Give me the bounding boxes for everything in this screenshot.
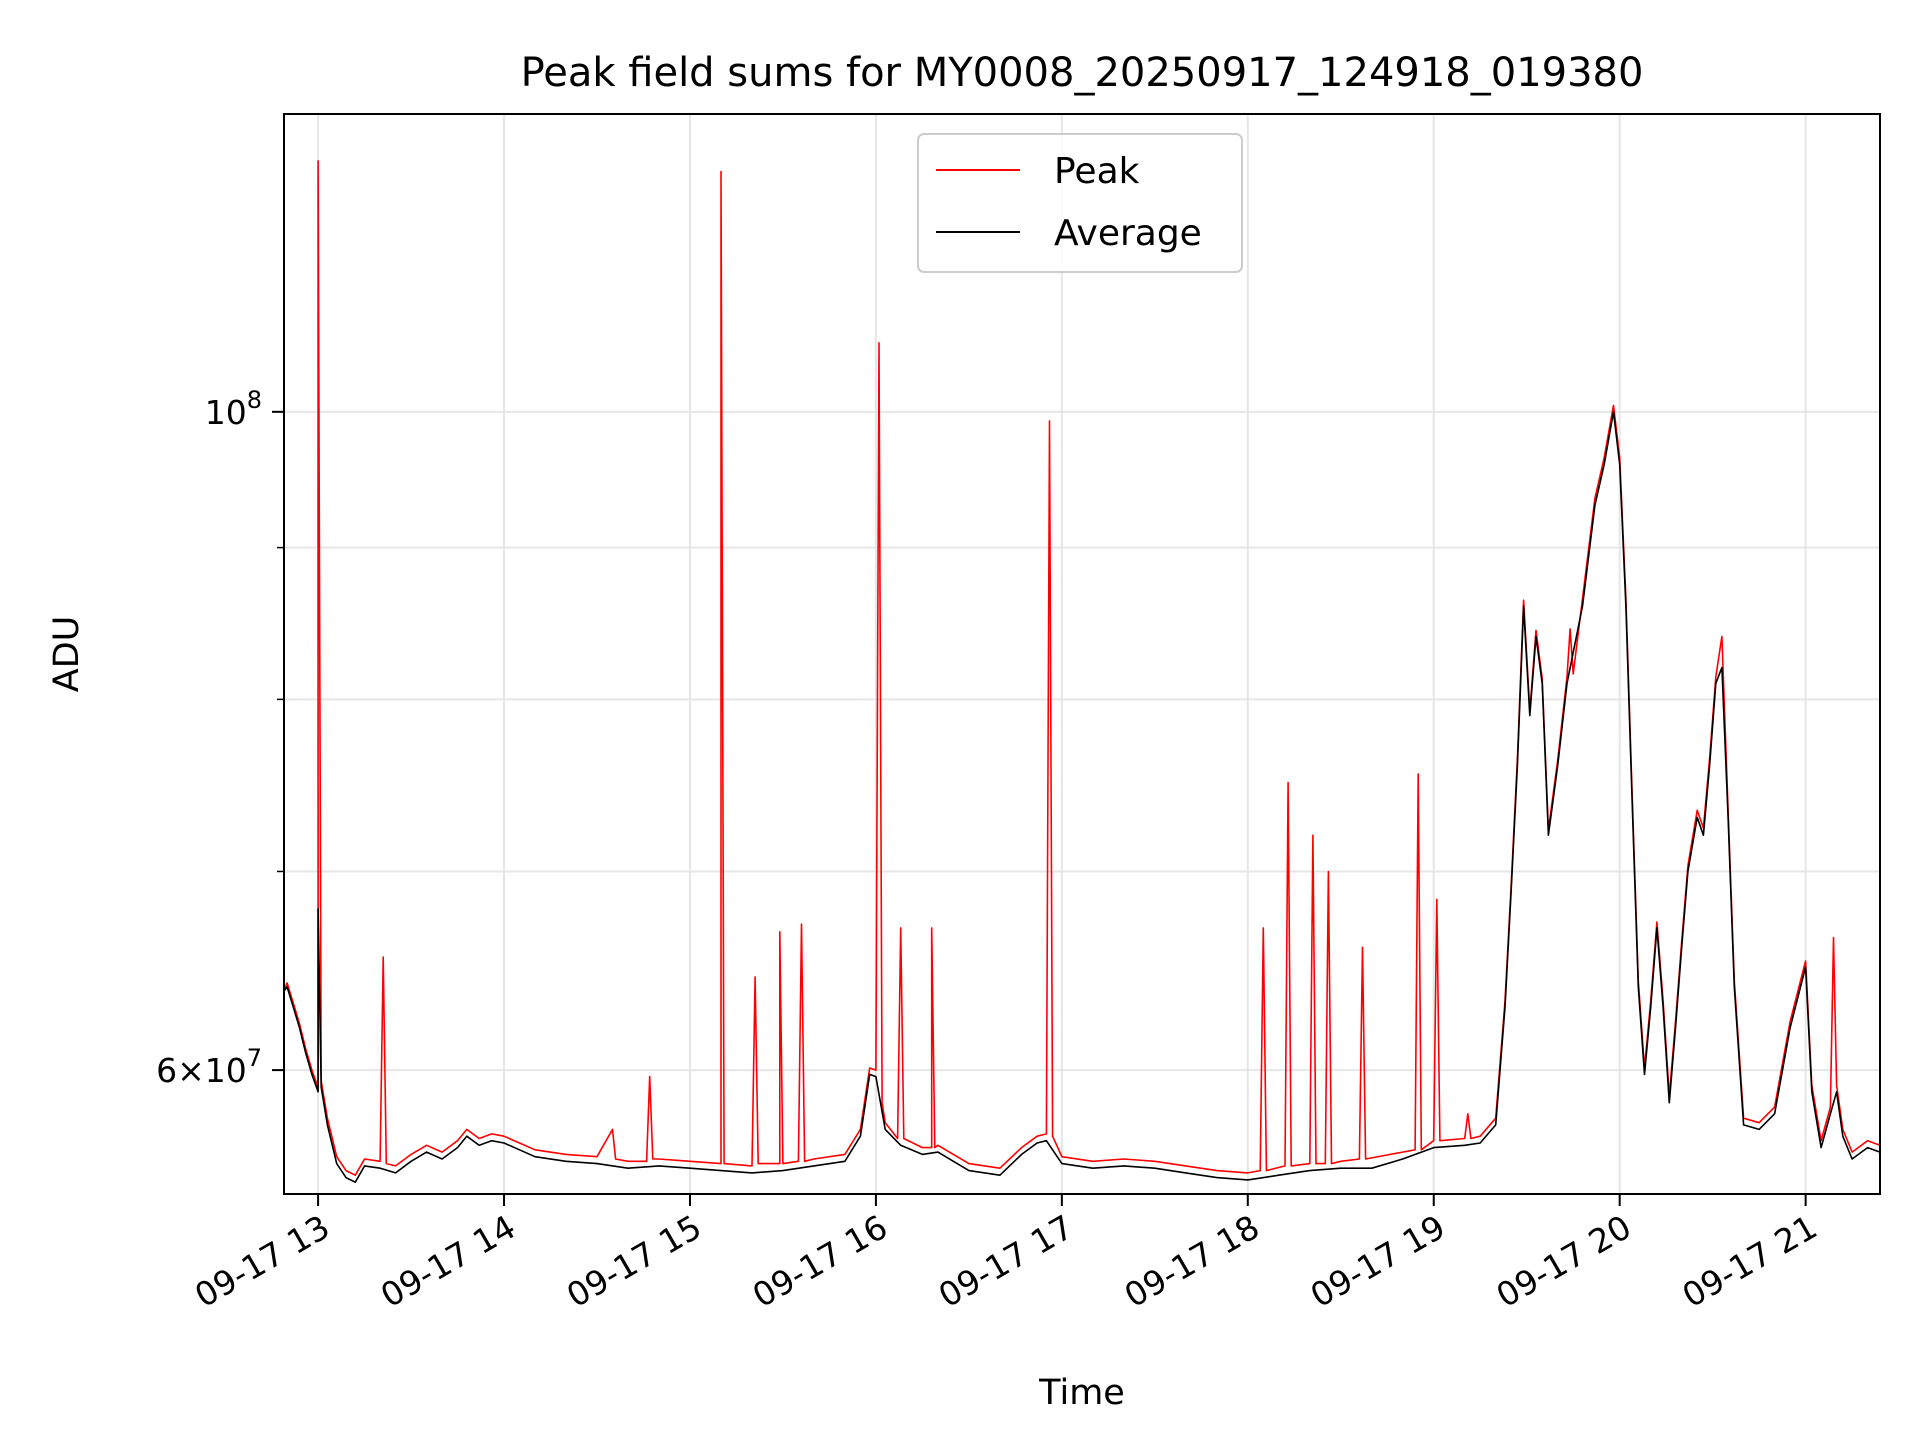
- legend-box: [917, 133, 1243, 273]
- y-tick-mantissa: 6: [156, 1051, 177, 1090]
- grid: [284, 114, 1880, 1194]
- series-layer: [283, 160, 1881, 1183]
- legend-label-average: Average: [1054, 213, 1202, 254]
- y-tick-base: 10: [205, 393, 247, 432]
- plot-frame: [283, 113, 1881, 1195]
- y-tick-times: ×10: [177, 1051, 247, 1090]
- y-tick-label: 108: [205, 386, 262, 432]
- x-axis-label: Time: [1038, 1373, 1125, 1413]
- series-line-average: [283, 411, 1881, 1183]
- chart-title: Peak field sums for MY0008_20250917_1249…: [521, 50, 1644, 96]
- legend: Peak Average: [917, 133, 1243, 273]
- y-axis-label: ADU: [47, 616, 87, 693]
- legend-label-peak: Peak: [1054, 151, 1140, 192]
- y-tick-label: 6×107: [156, 1044, 262, 1090]
- y-tick-exponent: 7: [247, 1044, 262, 1072]
- y-tick-exponent: 8: [247, 386, 262, 414]
